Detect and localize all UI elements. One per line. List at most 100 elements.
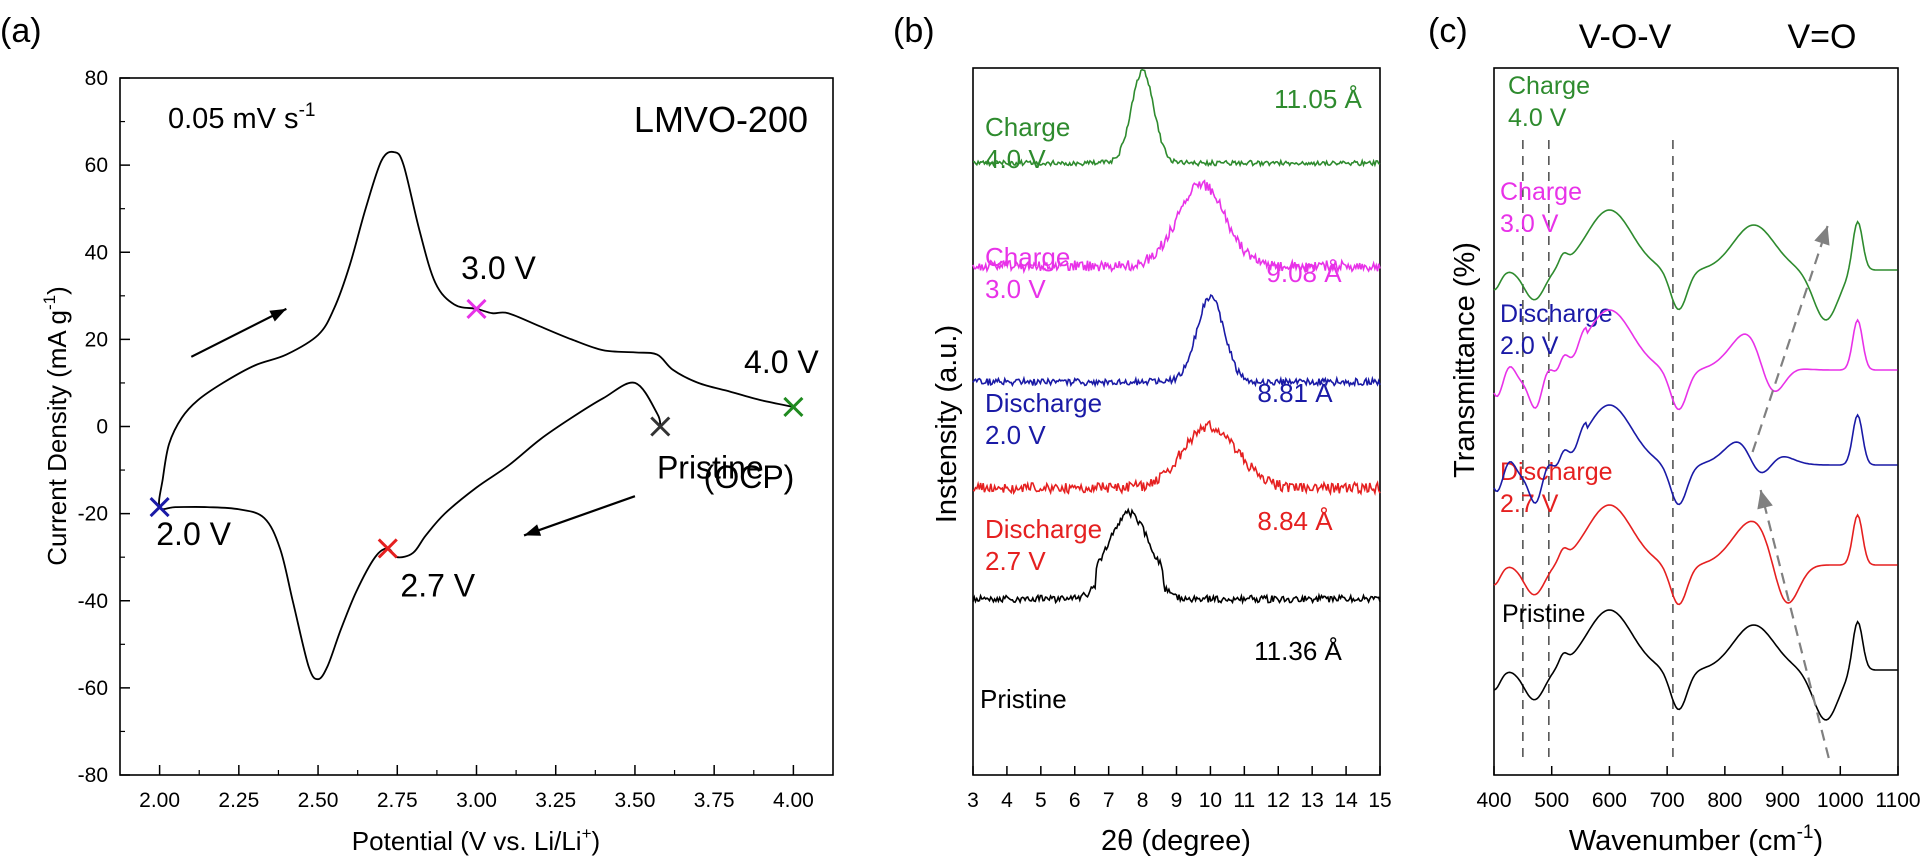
shift-arrow-head (1814, 226, 1830, 246)
y-tick-label: 60 (85, 154, 108, 177)
series-label: 4.0 V (1508, 104, 1567, 132)
cv-curve (158, 150, 794, 681)
d-spacing-label: 11.36 Å (1254, 636, 1342, 666)
panel-b-label: (b) (893, 12, 935, 50)
x-tick-label: 800 (1707, 789, 1742, 812)
y-tick-label: 80 (85, 67, 108, 90)
shift-arrow-head (1757, 490, 1773, 510)
panel-a: (a) 2.00 2.25 2.50 2.75 3.00 3.25 3.50 3.75 4.00… (0, 12, 834, 856)
series-label: Discharge (985, 388, 1102, 418)
x-tick-label: 8 (1137, 789, 1149, 812)
x-tick-label: 1000 (1817, 789, 1864, 812)
arrow-shaft (523, 495, 636, 537)
ftir-spectrum (1493, 209, 1898, 321)
x-tick-label: 900 (1765, 789, 1800, 812)
point-label: 3.0 V (461, 250, 536, 286)
xrd-pattern (972, 419, 1381, 497)
panel-b-x-axis-label: 2θ (degree) (1101, 825, 1251, 857)
panel-a-scan-rate: 0.05 mV s-1 (168, 100, 315, 135)
point-marker (466, 298, 487, 319)
point-label: 2.7 V (400, 567, 475, 603)
point-marker (377, 538, 398, 559)
series-label: Charge (985, 112, 1070, 142)
series-label: Pristine (980, 684, 1067, 714)
series-label: 2.7 V (985, 546, 1046, 576)
d-spacing-label: 9.08 Å (1266, 258, 1342, 288)
series-label: Charge (985, 242, 1070, 272)
panel-a-x-axis-label: Potential (V vs. Li/Li+) (352, 824, 600, 856)
panel-c-y-axis-label: Transmittance (%) (1449, 242, 1481, 478)
xrd-pattern (973, 68, 1381, 168)
panel-c-band-label-vov: V-O-V (1579, 18, 1672, 56)
x-tick-label: 12 (1267, 789, 1290, 812)
x-tick-label: 1100 (1875, 789, 1920, 812)
x-tick-label: 5 (1035, 789, 1047, 812)
point-label: 4.0 V (744, 344, 819, 380)
arrow-shaft (190, 307, 287, 358)
shift-arrow (1759, 489, 1830, 759)
panel-a-y-axis-label: Current Density (mA g-1) (40, 286, 72, 566)
series-label: Discharge (1500, 458, 1613, 486)
y-tick-label: -40 (78, 590, 108, 613)
series-label: Pristine (1502, 600, 1585, 628)
series-label: 4.0 V (985, 144, 1046, 174)
panel-c-frame (1493, 67, 1899, 776)
y-tick-label: 40 (85, 241, 108, 264)
x-tick-label: 2.75 (377, 789, 418, 812)
panel-c: (c) 400 500 600 700 800 900 1000 1100 Pristine D… (1428, 12, 1921, 857)
panel-b: (b) 3 4 5 6 7 8 9 10 11 12 13 14 15 Pristine 11.36 Å D… (893, 12, 1392, 857)
x-tick-label: 400 (1476, 789, 1511, 812)
d-spacing-label: 11.05 Å (1274, 84, 1362, 114)
x-tick-label: 3.00 (456, 789, 497, 812)
x-tick-label: 10 (1199, 789, 1222, 812)
shift-arrow (1751, 225, 1829, 453)
panel-a-frame (119, 77, 834, 776)
x-tick-label: 700 (1650, 789, 1685, 812)
d-spacing-label: 8.81 Å (1257, 378, 1333, 408)
panel-a-sample-label: LMVO-200 (634, 99, 808, 140)
xrd-pattern (972, 179, 1381, 275)
x-tick-label: 2.00 (139, 789, 180, 812)
x-tick-label: 4.00 (773, 789, 814, 812)
panel-c-band-label-vo: V=O (1788, 18, 1857, 56)
x-tick-label: 11 (1233, 789, 1255, 812)
ftir-spectrum (1493, 609, 1898, 721)
x-tick-label: 15 (1368, 789, 1391, 812)
point-marker (149, 497, 170, 518)
x-tick-label: 3.25 (535, 789, 576, 812)
x-tick-label: 3 (967, 789, 979, 812)
series-label: Discharge (985, 514, 1102, 544)
point-label: Pristine (657, 450, 764, 486)
point-marker (650, 416, 671, 437)
panel-b-y-axis-label: Instensity (a.u.) (931, 325, 963, 523)
panel-c-x-axis-label: Wavenumber (cm-1) (1569, 822, 1823, 857)
x-tick-label: 9 (1171, 789, 1183, 812)
series-label: Charge (1500, 178, 1582, 206)
y-tick-label: 20 (85, 328, 108, 351)
x-tick-label: 2.25 (218, 789, 259, 812)
x-tick-label: 500 (1534, 789, 1569, 812)
arrow-head (269, 308, 287, 322)
x-tick-label: 6 (1069, 789, 1081, 812)
panel-a-label: (a) (0, 12, 42, 50)
ftir-spectrum (1493, 309, 1898, 411)
panel-c-label: (c) (1428, 12, 1468, 50)
x-tick-label: 3.50 (615, 789, 656, 812)
x-tick-label: 13 (1300, 789, 1323, 812)
x-tick-label: 600 (1592, 789, 1627, 812)
series-label: 3.0 V (985, 274, 1046, 304)
y-tick-label: -80 (78, 764, 108, 787)
point-marker (783, 396, 804, 417)
arrow-head (524, 524, 542, 536)
x-tick-label: 2.50 (298, 789, 339, 812)
x-tick-label: 7 (1103, 789, 1115, 812)
series-label: Charge (1508, 72, 1590, 100)
ftir-spectrum (1493, 404, 1898, 506)
xrd-pattern (972, 293, 1381, 388)
y-tick-label: -60 (78, 677, 108, 700)
series-label: 3.0 V (1500, 210, 1559, 238)
xrd-pattern (972, 507, 1381, 606)
x-tick-label: 4 (1001, 789, 1013, 812)
y-tick-label: -20 (78, 503, 108, 526)
